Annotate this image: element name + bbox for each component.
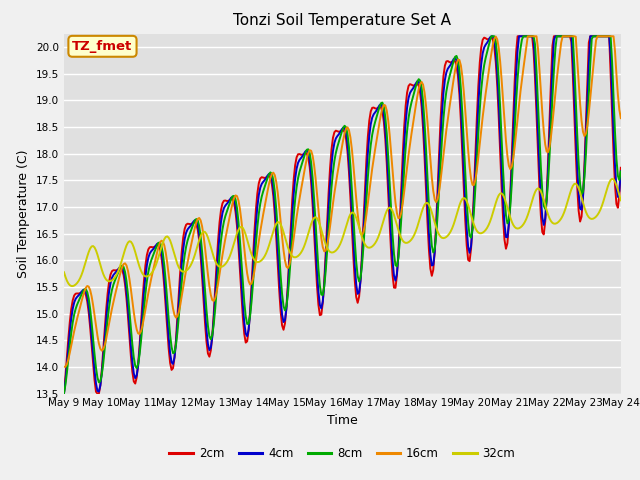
X-axis label: Time: Time xyxy=(327,414,358,427)
Y-axis label: Soil Temperature (C): Soil Temperature (C) xyxy=(17,149,30,278)
Legend: 2cm, 4cm, 8cm, 16cm, 32cm: 2cm, 4cm, 8cm, 16cm, 32cm xyxy=(164,443,520,465)
Title: Tonzi Soil Temperature Set A: Tonzi Soil Temperature Set A xyxy=(234,13,451,28)
Text: TZ_fmet: TZ_fmet xyxy=(72,40,132,53)
